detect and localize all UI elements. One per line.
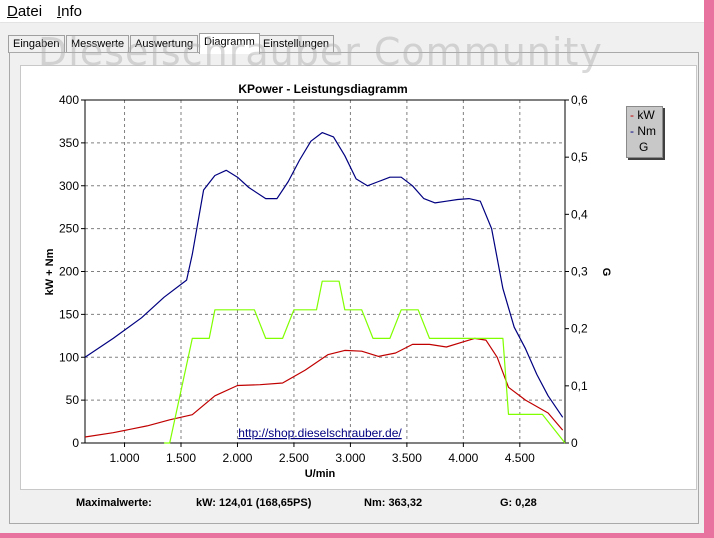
menu-info[interactable]: Info: [57, 3, 82, 20]
legend-item-g: G: [639, 140, 648, 154]
chart-grid: [85, 100, 565, 443]
shop-link[interactable]: http://shop.dieselschrauber.de/: [238, 426, 402, 440]
y2-tick-label: 0,3: [571, 265, 588, 279]
tab-messwerte[interactable]: Messwerte: [66, 35, 130, 53]
legend-swatch-kw: -: [630, 108, 634, 122]
menu-datei-rest: atei: [17, 3, 43, 20]
footer-label: Maximalwerte:: [76, 497, 152, 509]
chart-title: KPower - Leistungsdiagramm: [238, 82, 407, 96]
legend-label-g: G: [639, 140, 649, 154]
menu-info-accel: I: [57, 3, 62, 20]
y2-tick-label: 0,6: [571, 93, 588, 107]
legend-item-kw: - kW: [630, 108, 655, 122]
x-tick-label: 1.500: [166, 451, 196, 465]
y-tick-label: 250: [59, 222, 79, 236]
x-tick-label: 2.500: [279, 451, 309, 465]
y2-tick-label: 0,1: [571, 379, 588, 393]
x-tick-label: 3.500: [392, 451, 422, 465]
series-line-kw: [84, 337, 564, 438]
y-tick-label: 150: [59, 307, 79, 321]
diagram-panel: [9, 52, 699, 524]
y-tick-label: 350: [59, 136, 79, 150]
y2-tick-label: 0,5: [571, 150, 588, 164]
series-line-nm: [84, 132, 564, 418]
y-tick-label: 50: [66, 393, 80, 407]
y2-tick-label: 0,4: [571, 207, 588, 221]
y-tick-label: 100: [59, 350, 79, 364]
chart-area: [20, 65, 697, 490]
tab-auswertung[interactable]: Auswertung: [130, 35, 199, 53]
max-nm-value: Nm: 363,32: [364, 497, 423, 509]
tab-diagramm[interactable]: Diagramm: [199, 33, 260, 54]
power-chart: KPower - Leistungsdiagramm 1.000 1.500 2.0…: [44, 82, 612, 480]
menu-bar: Datei Info: [0, 0, 704, 23]
series-line-g: [164, 280, 566, 444]
tab-einstellungen[interactable]: Einstellungen: [258, 35, 335, 53]
y-tick-label: 0: [72, 436, 79, 450]
y2-tick-label: 0: [571, 436, 578, 450]
y-axis-label: kW + Nm: [44, 248, 56, 295]
max-g-value: G: 0,28: [500, 497, 537, 509]
x-tick-label: 3.000: [335, 451, 365, 465]
y-tick-label: 200: [59, 265, 79, 279]
chart-legend: - kW - Nm G: [626, 106, 663, 158]
menu-datei-accel: D: [7, 3, 18, 20]
x-tick-label: 2.000: [222, 451, 252, 465]
menu-datei[interactable]: Datei: [7, 3, 42, 20]
y-tick-label: 300: [59, 179, 79, 193]
legend-item-nm: - Nm: [630, 124, 656, 138]
legend-swatch-nm: -: [630, 124, 634, 138]
legend-label-nm: Nm: [637, 124, 657, 138]
x-tick-label: 1.000: [110, 451, 140, 465]
x-axis-label: U/min: [305, 468, 336, 480]
max-kw-value: kW: 124,01 (168,65PS): [196, 497, 312, 509]
y2-tick-label: 0,2: [571, 322, 588, 336]
tab-eingaben[interactable]: Eingaben: [8, 35, 65, 53]
legend-label-kw: kW: [637, 108, 655, 122]
x-tick-label: 4.500: [505, 451, 535, 465]
menu-info-rest: nfo: [61, 3, 83, 20]
app-window: Datei Info Eingaben Messwerte Auswertung…: [0, 0, 704, 533]
y-tick-label: 400: [59, 93, 79, 107]
x-tick-label: 4.000: [448, 451, 478, 465]
y2-axis-label: G: [600, 268, 612, 277]
